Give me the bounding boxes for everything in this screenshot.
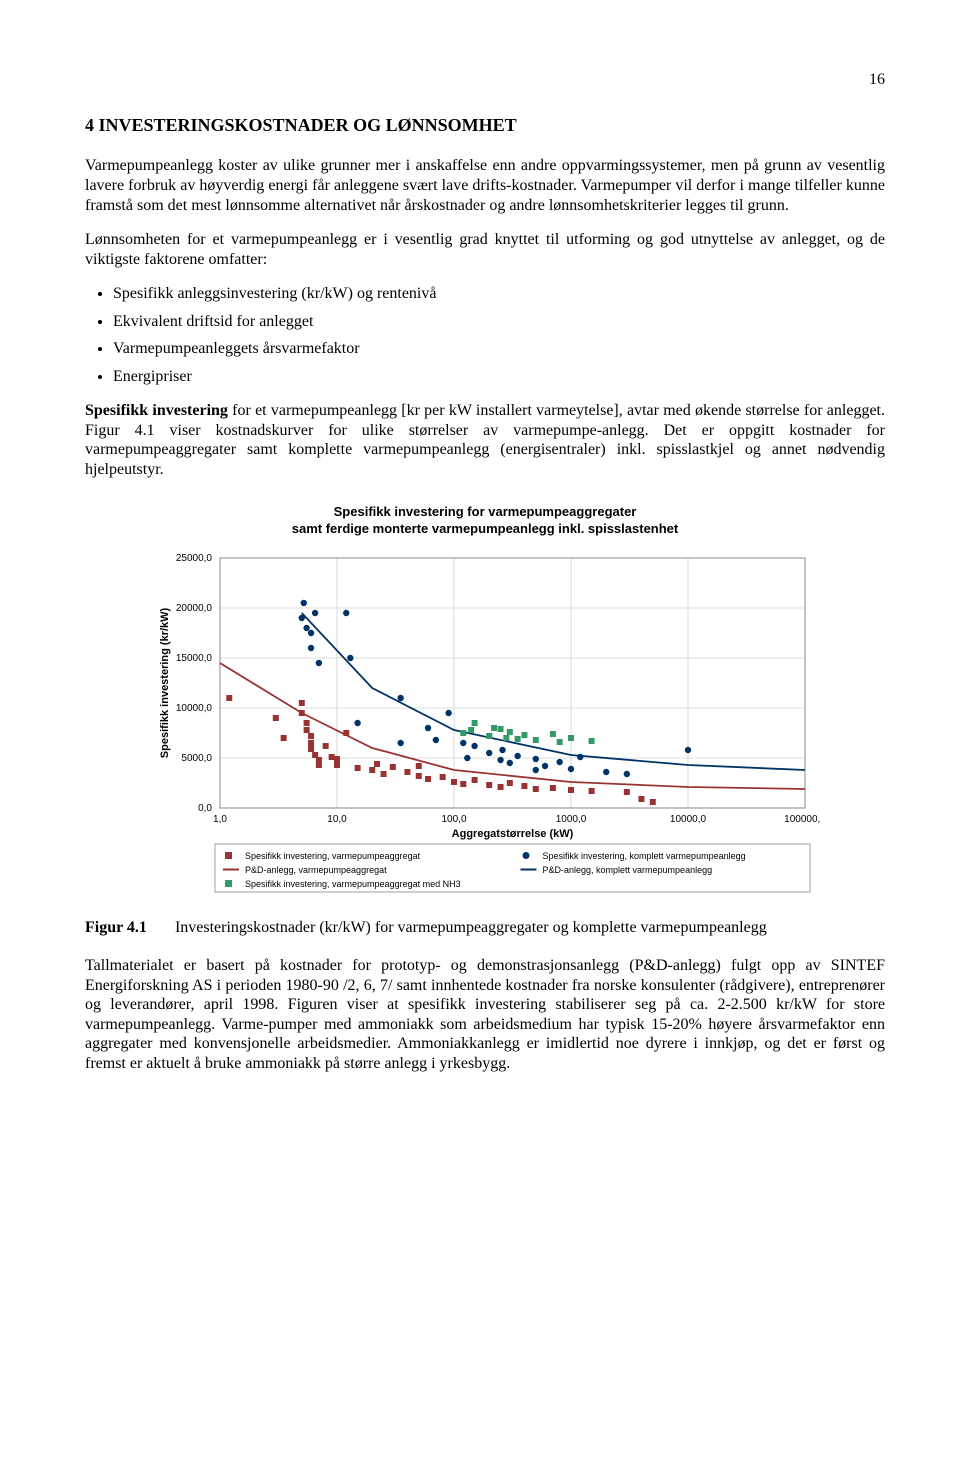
list-item: Varmepumpeanleggets årsvarmefaktor [113,339,885,359]
page-number: 16 [85,70,885,90]
paragraph-4: Tallmaterialet er basert på kostnader fo… [85,956,885,1073]
svg-text:10000,0: 10000,0 [670,814,707,825]
paragraph-3: Spesifikk investering for et varmepumpea… [85,401,885,479]
list-item: Ekvivalent driftsid for anlegget [113,312,885,332]
svg-text:10,0: 10,0 [327,814,347,825]
chart-title-line1: Spesifikk investering for varmepumpeaggr… [334,504,637,519]
chart-svg: 1,0 10,0 100,0 1000,0 10000,0 100000,0 0,0 5000… [150,548,820,898]
figure-caption-row: Figur 4.1 Investeringskostnader (kr/kW) … [85,918,885,938]
paragraph-3-lead: Spesifikk investering [85,402,228,419]
svg-text:P&D-anlegg, komplett varmepump: P&D-anlegg, komplett varmepumpeanlegg [543,865,713,875]
svg-text:5000,0: 5000,0 [181,753,212,764]
chart-title: Spesifikk investering for varmepumpeaggr… [85,504,885,538]
svg-text:1000,0: 1000,0 [556,814,587,825]
list-item: Spesifikk anleggsinvestering (kr/kW) og … [113,284,885,304]
scatter-chart: 1,0 10,0 100,0 1000,0 10000,0 100000,0 0,0 5000… [85,548,885,904]
svg-text:10000,0: 10000,0 [176,703,213,714]
svg-text:100,0: 100,0 [441,814,466,825]
chart-title-line2: samt ferdige monterte varmepumpeanlegg i… [292,521,679,536]
svg-text:100000,0: 100000,0 [784,814,820,825]
section-heading: 4 INVESTERINGSKOSTNADER OG LØNNSOMHET [85,115,885,137]
figure-caption: Investeringskostnader (kr/kW) for varmep… [175,918,885,938]
svg-text:15000,0: 15000,0 [176,653,213,664]
svg-text:Aggregatstørrelse (kW): Aggregatstørrelse (kW) [452,828,574,840]
svg-text:25000,0: 25000,0 [176,553,213,564]
svg-text:Spesifikk investering, varmepu: Spesifikk investering, varmepumpeaggrega… [245,851,421,861]
svg-text:1,0: 1,0 [213,814,227,825]
svg-text:P&D-anlegg, varmepumpeaggregat: P&D-anlegg, varmepumpeaggregat [245,865,387,875]
svg-text:Spesifikk investering, komplet: Spesifikk investering, komplett varmepum… [543,851,746,861]
svg-text:Spesifikk investering (kr/kW): Spesifikk investering (kr/kW) [159,607,171,758]
paragraph-2: Lønnsomheten for et varmepumpeanlegg er … [85,230,885,269]
figure-label: Figur 4.1 [85,918,147,938]
svg-text:Spesifikk investering, varmepu: Spesifikk investering, varmepumpeaggrega… [245,879,461,889]
svg-text:0,0: 0,0 [198,803,212,814]
factor-list: Spesifikk anleggsinvestering (kr/kW) og … [85,284,885,386]
paragraph-1: Varmepumpeanlegg koster av ulike grunner… [85,156,885,215]
list-item: Energipriser [113,367,885,387]
svg-text:20000,0: 20000,0 [176,603,213,614]
